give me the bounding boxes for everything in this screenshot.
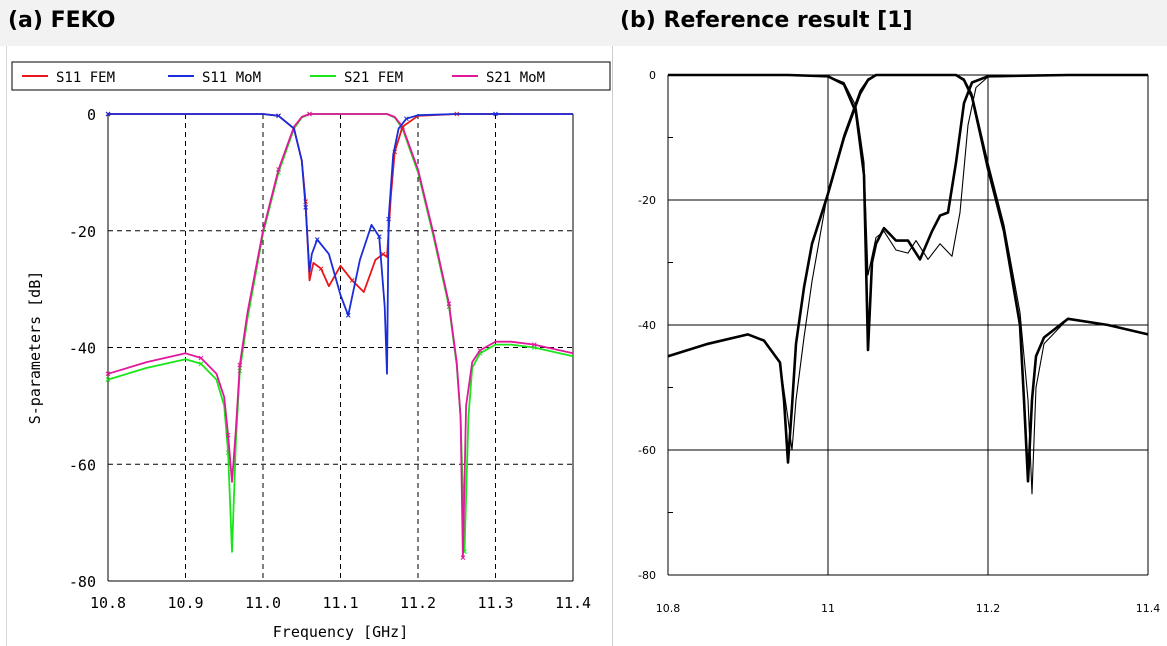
- y-tick-label-b: -80: [638, 569, 656, 582]
- x-tick-label-b: 11.2: [976, 602, 1001, 615]
- x-tick-label-a: 11.1: [322, 594, 358, 612]
- series-marker-3: [105, 371, 111, 377]
- series-marker-3: [237, 362, 243, 368]
- y-tick-label-b: -60: [638, 444, 656, 457]
- series-marker-0: [318, 266, 324, 272]
- ref-series-line-3: [668, 74, 1148, 276]
- y-axis-label-a: S-parameters [dB]: [26, 271, 44, 425]
- series-marker-3: [531, 342, 537, 347]
- y-tick-label-b: 0: [649, 69, 656, 82]
- legend-label-1: S11 MoM: [202, 70, 261, 86]
- ref-series-line-1: [667, 74, 1149, 495]
- panel-divider: [612, 46, 613, 646]
- series-marker-3: [307, 111, 312, 117]
- x-tick-label-b: 10.8: [656, 602, 681, 615]
- series-marker-0: [380, 251, 386, 257]
- series-marker-1: [314, 237, 320, 242]
- series-marker-3: [198, 355, 204, 361]
- x-axis-label-a: Frequency [GHz]: [273, 623, 408, 641]
- ref-series-line-2: [668, 73, 1148, 352]
- x-tick-label-a: 11.0: [245, 594, 281, 612]
- x-tick-label-a: 10.8: [90, 594, 126, 612]
- series-marker-3: [477, 348, 483, 353]
- series-marker-1: [105, 111, 111, 117]
- x-tick-label-a: 10.9: [167, 594, 203, 612]
- legend-label-0: S11 FEM: [56, 70, 115, 86]
- series-marker-3: [460, 555, 466, 561]
- series-marker-1: [345, 313, 351, 318]
- series-marker-1: [303, 205, 308, 210]
- series-marker-3: [225, 432, 231, 438]
- series-line-3: [107, 113, 574, 559]
- y-tick-label-a: 0: [87, 106, 96, 124]
- panel-b-title: (b) Reference result [1]: [620, 8, 913, 33]
- series-marker-2: [198, 361, 204, 367]
- series-marker-2: [105, 377, 111, 382]
- series-marker-1: [376, 234, 382, 239]
- series-marker-1: [276, 113, 281, 119]
- legend-box: [11, 61, 611, 91]
- y-tick-label-a: -40: [69, 340, 96, 358]
- series-marker-0: [349, 278, 355, 283]
- series-marker-1: [386, 216, 391, 222]
- y-tick-label-b: -40: [638, 319, 656, 332]
- series-marker-3: [446, 301, 452, 307]
- x-tick-label-b: 11: [821, 602, 835, 615]
- panel-a-title: (a) FEKO: [8, 8, 116, 33]
- series-marker-1: [404, 116, 409, 122]
- x-tick-label-a: 11.2: [400, 594, 436, 612]
- x-tick-label-a: 11.4: [555, 594, 591, 612]
- series-line-0: [108, 113, 573, 293]
- x-tick-label-a: 11.3: [477, 594, 513, 612]
- series-marker-1: [493, 111, 498, 117]
- series-marker-3: [276, 167, 281, 172]
- y-tick-label-b: -20: [638, 194, 656, 207]
- left-border: [6, 46, 7, 646]
- y-tick-label-a: -60: [69, 456, 96, 474]
- legend-label-3: S21 MoM: [486, 70, 545, 86]
- x-tick-label-b: 11.4: [1136, 602, 1161, 615]
- ref-series-line-0: [667, 73, 1149, 483]
- legend-label-2: S21 FEM: [344, 70, 403, 86]
- y-tick-label-a: -80: [69, 573, 96, 591]
- panel-a-header: (a) FEKO: [0, 0, 612, 46]
- panel-b-header: (b) Reference result [1]: [612, 0, 1167, 46]
- y-tick-label-a: -20: [69, 223, 96, 241]
